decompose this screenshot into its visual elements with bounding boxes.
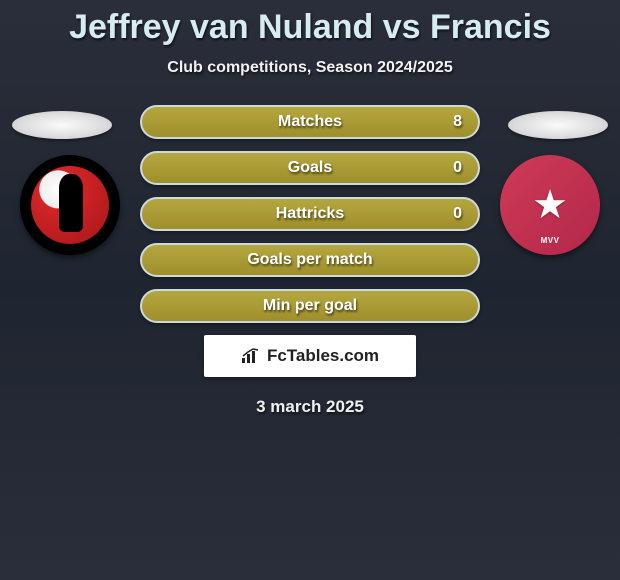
left-team-badge (20, 155, 120, 255)
stat-label: Hattricks (142, 199, 478, 229)
stat-bar: Min per goal (140, 289, 480, 323)
brand-text: FcTables.com (267, 346, 379, 366)
right-team-badge: ★ MVV (500, 155, 600, 255)
left-badge-silhouette (59, 174, 83, 232)
stat-bar: Hattricks 0 (140, 197, 480, 231)
page-title: Jeffrey van Nuland vs Francis (0, 0, 620, 47)
brand-badge: FcTables.com (204, 335, 416, 377)
star-icon: ★ (532, 185, 568, 225)
stat-label: Goals (142, 153, 478, 183)
right-podium-ellipse (508, 111, 608, 139)
right-badge-label: MVV (541, 236, 560, 245)
left-podium-ellipse (12, 111, 112, 139)
stat-value: 0 (453, 199, 462, 229)
stat-bar: Goals per match (140, 243, 480, 277)
stat-bar: Goals 0 (140, 151, 480, 185)
stats-bars: Matches 8 Goals 0 Hattricks 0 Goals per … (140, 105, 480, 323)
page-subtitle: Club competitions, Season 2024/2025 (0, 59, 620, 77)
stat-label: Min per goal (142, 291, 478, 321)
stat-label: Matches (142, 107, 478, 137)
left-badge-inner (31, 166, 109, 244)
stat-value: 8 (453, 107, 462, 137)
comparison-stage: ★ MVV Matches 8 Goals 0 Hattricks 0 Goal… (0, 105, 620, 323)
stat-bar: Matches 8 (140, 105, 480, 139)
stat-value: 0 (453, 153, 462, 183)
date-text: 3 march 2025 (0, 397, 620, 417)
chart-icon (241, 348, 261, 364)
stat-label: Goals per match (142, 245, 478, 275)
